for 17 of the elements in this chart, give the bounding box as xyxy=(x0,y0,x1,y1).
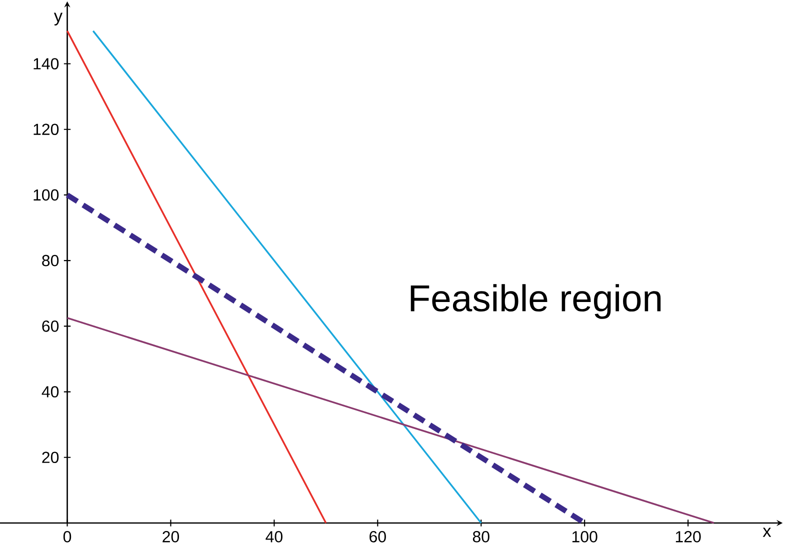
x-tick-label: 20 xyxy=(162,531,180,542)
x-tick-label: 80 xyxy=(472,531,490,542)
x-tick-label: 120 xyxy=(676,531,701,542)
x-tick-label: 60 xyxy=(370,531,386,542)
y-axis-title: y xyxy=(54,12,63,26)
y-tick-label: 140 xyxy=(34,58,59,70)
y-tick-label: 100 xyxy=(34,189,59,201)
y-tick-label: 40 xyxy=(42,386,59,398)
x-tick-label: 100 xyxy=(572,531,598,542)
x-axis-title: x xyxy=(762,528,772,537)
x-tick-label: 0 xyxy=(63,531,72,542)
y-tick-label: 80 xyxy=(42,254,59,266)
y-tick-label: 120 xyxy=(34,124,59,136)
x-tick-label: 40 xyxy=(266,531,282,542)
y-tick-label: 20 xyxy=(42,452,59,464)
annotation: Feasible region xyxy=(410,284,661,319)
y-tick-label: 60 xyxy=(42,320,59,332)
